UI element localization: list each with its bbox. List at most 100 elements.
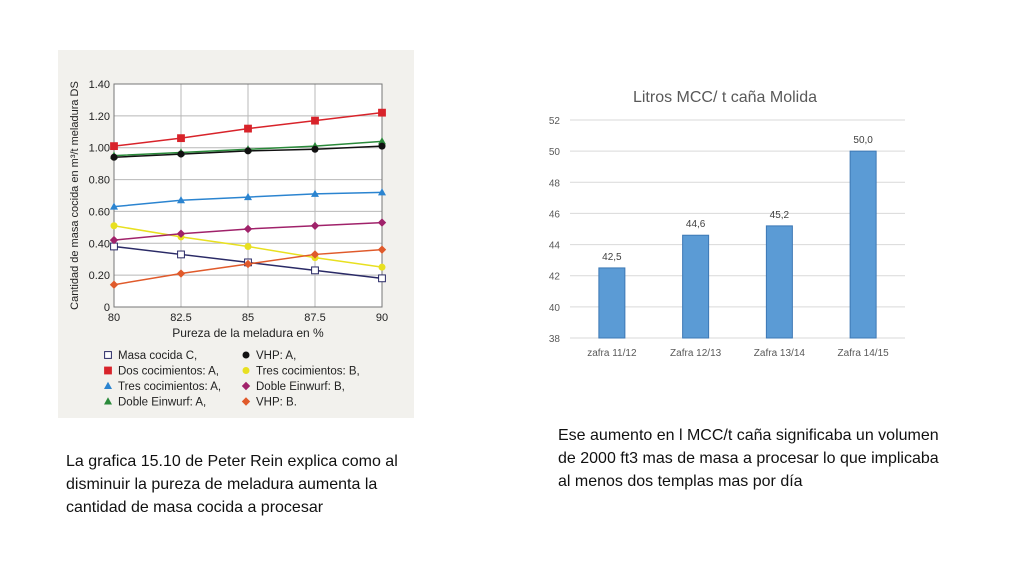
x-tick-label: Zafra 14/15 — [838, 348, 890, 359]
data-point — [244, 192, 252, 201]
data-point — [378, 263, 386, 271]
data-point — [177, 196, 185, 204]
legend-label: Tres cocimientos: B, — [256, 366, 360, 378]
data-point — [378, 142, 386, 150]
legend: Masa cocida C, Dos cocimientos: A, Tres co… — [104, 350, 360, 409]
series-group — [110, 142, 386, 161]
data-point — [377, 218, 387, 227]
data-point — [310, 221, 320, 230]
data-point — [104, 366, 112, 375]
bar-chart-panel: Litros MCC/ t caña Molida 38 40 42 44 46 48 50 5… — [540, 80, 910, 380]
bar — [598, 267, 626, 339]
legend-label: Dos cocimientos: A, — [118, 366, 219, 378]
legend-item: Doble Einwurf: A, — [104, 397, 206, 409]
data-label: 45,2 — [770, 210, 790, 221]
data-point — [378, 274, 386, 283]
y-tick-label: 40 — [549, 303, 561, 314]
plot-border — [113, 83, 383, 308]
line-chart: 0 0.20 0.40 0.60 0.80 1.00 1.20 1.40 80 82.5 85 87.… — [69, 79, 388, 409]
x-tick-label: Zafra 13/14 — [754, 348, 806, 359]
right-caption: Ese aumento en l MCC/t caña significaba … — [558, 427, 939, 490]
y-tick-label: 48 — [549, 178, 561, 189]
y-tick-label: 0.80 — [89, 175, 110, 187]
legend-item: VHP: B. — [241, 397, 297, 409]
data-point — [244, 124, 252, 133]
data-point — [311, 189, 319, 197]
data-point — [241, 397, 251, 406]
y-tick-label: 0.40 — [89, 238, 110, 250]
legend-label: Doble Einwurf: B, — [256, 381, 345, 393]
bar-chart: Litros MCC/ t caña Molida 38 40 42 44 46 48 50 5… — [549, 89, 905, 359]
data-point — [110, 222, 118, 230]
data-point — [104, 397, 112, 405]
y-tick-label: 0.20 — [89, 270, 110, 282]
data-point — [244, 147, 252, 155]
y-tick-label: 1.40 — [89, 79, 110, 91]
data-point — [311, 116, 319, 125]
data-label: 44,6 — [686, 219, 706, 230]
x-tick-label: 87.5 — [304, 312, 325, 324]
data-point — [177, 250, 185, 259]
data-point — [378, 188, 386, 196]
legend-label: Doble Einwurf: A, — [118, 397, 206, 409]
y-tick-label: 52 — [549, 116, 561, 127]
x-tick-label: 85 — [242, 312, 254, 324]
legend-label: VHP: B. — [256, 397, 297, 409]
data-point — [104, 351, 112, 359]
y-tick-label: 46 — [549, 209, 561, 220]
data-point — [244, 242, 252, 250]
data-point — [242, 367, 250, 374]
data-point — [110, 202, 118, 210]
data-point — [311, 145, 319, 153]
legend-item: Dos cocimientos: A, — [104, 366, 219, 378]
data-point — [310, 250, 320, 259]
bar — [682, 234, 710, 339]
data-point — [243, 224, 253, 234]
series-group — [109, 245, 387, 289]
line-chart-panel: 0 0.20 0.40 0.60 0.80 1.00 1.20 1.40 80 82.5 85 87.… — [58, 50, 414, 418]
data-point — [110, 142, 118, 151]
y-tick-label: 44 — [549, 241, 561, 252]
x-tick-label: 80 — [108, 312, 120, 324]
legend-item: Tres cocimientos: B, — [242, 366, 360, 378]
legend-item: Doble Einwurf: B, — [241, 381, 345, 393]
data-point — [378, 137, 386, 145]
series-group — [110, 108, 386, 151]
x-tick-label: Zafra 12/13 — [670, 348, 722, 359]
x-tick-label: 82.5 — [170, 312, 191, 324]
y-tick-label: 0.60 — [89, 206, 110, 218]
bar — [765, 225, 793, 339]
x-tick-label: zafra 11/12 — [587, 348, 637, 359]
x-axis-label: Pureza de la meladura en % — [172, 326, 324, 340]
data-point — [109, 235, 119, 245]
data-point — [177, 134, 185, 143]
data-point — [242, 351, 250, 359]
data-point — [241, 381, 251, 391]
legend-label: Tres cocimientos: A, — [118, 381, 221, 393]
x-tick-label: 90 — [376, 312, 388, 324]
legend-label: VHP: A, — [256, 350, 296, 362]
left-caption: La grafica 15.10 de Peter Rein explica c… — [66, 453, 398, 516]
y-tick-label: 1.20 — [89, 111, 110, 123]
data-point — [243, 259, 253, 269]
y-tick-label: 1.00 — [89, 143, 110, 155]
data-label: 42,5 — [602, 252, 622, 263]
y-axis-label: Cantidad de masa cocida en m³/t meladura… — [69, 81, 81, 310]
y-tick-label: 38 — [549, 334, 561, 345]
legend-item: Tres cocimientos: A, — [104, 381, 221, 393]
data-point — [377, 245, 387, 254]
data-point — [109, 280, 119, 289]
data-label: 50,0 — [853, 135, 873, 146]
data-point — [110, 153, 118, 161]
series-group — [110, 188, 386, 210]
legend-item: VHP: A, — [242, 350, 296, 362]
data-point — [311, 266, 319, 275]
y-tick-label: 42 — [549, 272, 561, 283]
data-point — [176, 269, 186, 278]
legend-label: Masa cocida C, — [118, 350, 197, 362]
chart-title: Litros MCC/ t caña Molida — [633, 89, 817, 106]
bar — [849, 150, 877, 339]
data-point — [177, 150, 185, 158]
y-tick-label: 50 — [549, 147, 561, 158]
data-point — [104, 381, 112, 389]
